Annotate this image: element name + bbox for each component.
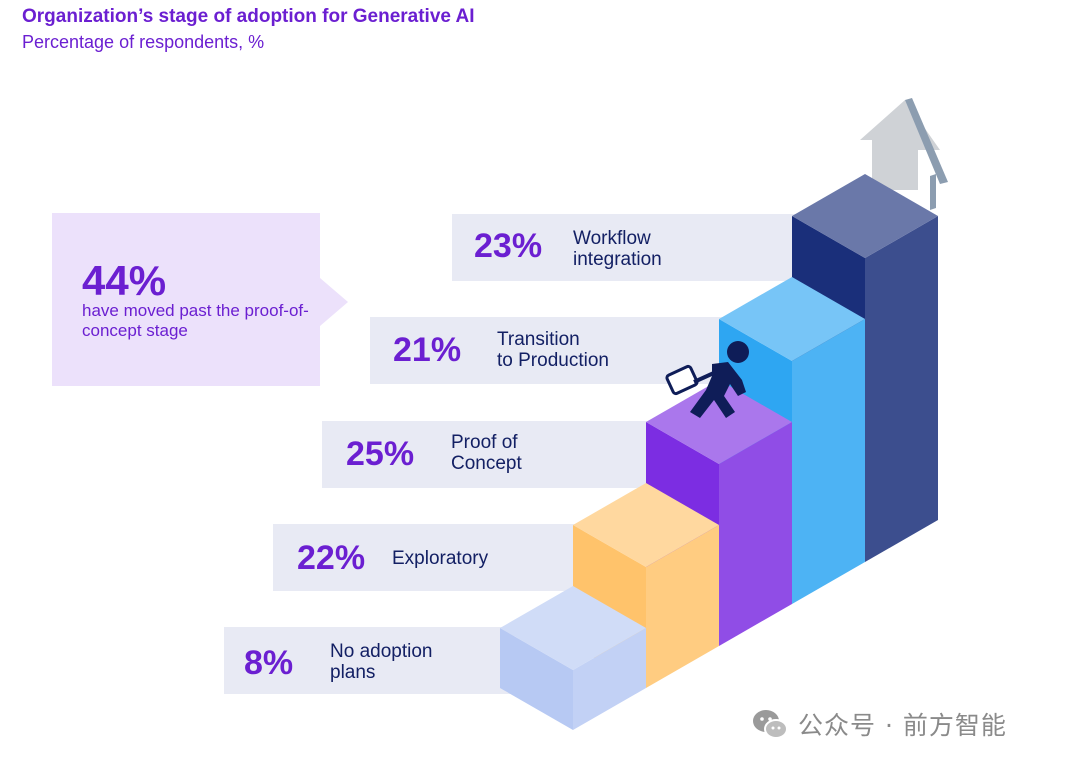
stair-side-face bbox=[865, 216, 938, 562]
stair-side-face bbox=[719, 422, 792, 646]
stage-label-exploratory: Exploratory bbox=[392, 548, 489, 569]
stair-top-face bbox=[792, 174, 938, 258]
stair-front-face bbox=[500, 628, 573, 730]
stair-side-face bbox=[646, 525, 719, 688]
watermark: 公众号 · 前方智能 bbox=[750, 704, 1007, 744]
climbing-person-icon bbox=[665, 341, 749, 418]
chart-subtitle: Percentage of respondents, % bbox=[22, 32, 265, 52]
stair-top-face bbox=[719, 277, 865, 361]
stair-top-face bbox=[573, 483, 719, 567]
stage-pct-exploratory: 22% bbox=[297, 539, 366, 577]
stage-band-no-adoption bbox=[224, 627, 514, 694]
stage-band-exploratory bbox=[273, 524, 583, 591]
stage-band-proof-of-concept bbox=[322, 421, 657, 488]
stage-pct-proof-of-concept: 25% bbox=[346, 435, 415, 473]
stage-pct-no-adoption: 8% bbox=[244, 644, 294, 682]
stage-label-proof-of-concept: Proof of Concept bbox=[451, 432, 522, 474]
stair-side-face bbox=[573, 628, 646, 730]
callout-value: 44% bbox=[82, 257, 167, 304]
stair-top-face bbox=[500, 586, 646, 670]
stair-side-face bbox=[792, 319, 865, 604]
callout-pointer bbox=[320, 278, 348, 326]
stage-pct-transition: 21% bbox=[393, 331, 462, 369]
stair-block-0 bbox=[500, 586, 646, 730]
watermark-text: 公众号 · 前方智能 bbox=[798, 711, 1007, 740]
rising-arrow-icon bbox=[860, 98, 948, 210]
chart-title: Organization’s stage of adoption for Gen… bbox=[22, 6, 475, 27]
stage-pct-workflow: 23% bbox=[474, 227, 543, 265]
stage-label-transition: Transition to Production bbox=[497, 329, 609, 371]
stair-top-face bbox=[646, 380, 792, 464]
wechat-icon bbox=[750, 704, 790, 744]
callout-text: have moved past the proof-of-concept sta… bbox=[82, 301, 309, 340]
stage-band-workflow bbox=[452, 214, 804, 281]
stage-label-workflow: Workflow integration bbox=[573, 228, 662, 270]
stage-label-no-adoption: No adoption plans bbox=[330, 641, 433, 683]
summary-callout: 44% have moved past the proof-of-concept… bbox=[52, 213, 320, 386]
stage-band-transition bbox=[370, 317, 730, 384]
